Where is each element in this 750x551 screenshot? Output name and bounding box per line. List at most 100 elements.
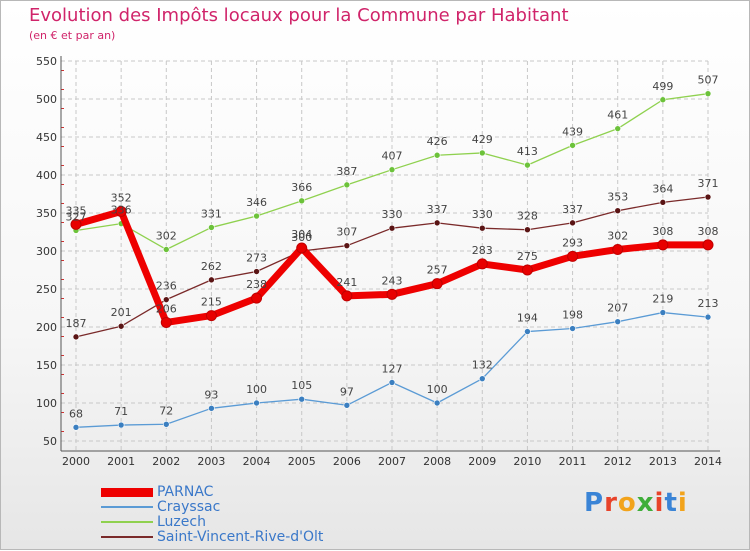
data-point-crayssac — [614, 318, 622, 325]
data-point-luzech — [704, 90, 712, 97]
data-point-luzech — [569, 142, 576, 149]
data-label-parnac: 352 — [111, 191, 132, 204]
x-tick-label: 2011 — [559, 455, 587, 468]
data-point-crayssac — [478, 375, 486, 382]
data-point-saint-vincent-rive-d-olt — [569, 219, 576, 227]
data-point-parnac — [476, 258, 488, 270]
data-label-luzech: 366 — [291, 181, 312, 194]
y-tick-label: 150 — [36, 359, 57, 372]
data-point-saint-vincent-rive-d-olt — [659, 199, 667, 206]
data-label-saint-vincent-rive-d-olt: 300 — [291, 231, 312, 244]
data-point-parnac — [612, 243, 624, 255]
data-label-parnac: 243 — [382, 274, 403, 287]
x-tick-label: 2002 — [152, 455, 180, 468]
data-label-parnac: 215 — [201, 296, 222, 309]
data-point-parnac — [386, 288, 398, 300]
data-point-crayssac — [659, 309, 667, 316]
data-label-luzech: 413 — [517, 145, 538, 158]
data-label-saint-vincent-rive-d-olt: 328 — [517, 210, 538, 223]
legend-swatch-luzech — [101, 521, 153, 523]
x-tick-label: 2001 — [107, 455, 135, 468]
data-point-luzech — [659, 96, 667, 104]
data-point-parnac — [251, 292, 263, 304]
legend-label-luzech: Luzech — [157, 514, 206, 530]
legend-label-saint-vincent: Saint-Vincent-Rive-d'Olt — [157, 529, 324, 545]
legend-label-crayssac: Crayssac — [157, 499, 221, 515]
data-label-crayssac: 207 — [607, 302, 628, 315]
data-point-crayssac — [253, 399, 260, 407]
data-label-parnac: 241 — [336, 276, 357, 289]
y-tick-label: 100 — [36, 397, 57, 410]
data-label-saint-vincent-rive-d-olt: 262 — [201, 260, 222, 273]
data-point-crayssac — [388, 379, 396, 386]
data-label-luzech: 407 — [382, 150, 403, 163]
data-point-luzech — [253, 212, 260, 220]
x-tick-label: 2004 — [243, 455, 271, 468]
data-point-saint-vincent-rive-d-olt — [524, 226, 531, 234]
data-point-saint-vincent-rive-d-olt — [614, 207, 622, 215]
data-label-saint-vincent-rive-d-olt: 371 — [698, 177, 719, 190]
data-label-crayssac: 132 — [472, 359, 493, 372]
legend-swatch-crayssac — [101, 506, 153, 508]
data-label-luzech: 429 — [472, 133, 493, 146]
data-point-crayssac — [343, 401, 351, 409]
data-label-saint-vincent-rive-d-olt: 330 — [382, 208, 403, 221]
data-label-saint-vincent-rive-d-olt: 273 — [246, 252, 267, 265]
data-point-parnac — [341, 290, 353, 302]
data-point-crayssac — [117, 421, 125, 429]
data-label-crayssac: 198 — [562, 309, 583, 322]
data-point-parnac — [296, 242, 308, 254]
data-label-luzech: 302 — [156, 229, 177, 242]
data-label-parnac: 308 — [698, 225, 719, 238]
data-point-luzech — [388, 166, 396, 173]
logo-letter: o — [617, 488, 637, 518]
data-point-luzech — [478, 149, 486, 157]
data-point-parnac — [431, 278, 443, 290]
data-point-parnac — [70, 218, 82, 230]
x-tick-label: 2007 — [378, 455, 406, 468]
data-label-crayssac: 71 — [114, 405, 128, 418]
data-point-saint-vincent-rive-d-olt — [253, 268, 260, 275]
data-label-crayssac: 100 — [246, 383, 267, 396]
logo-letter: P — [584, 488, 605, 518]
data-point-saint-vincent-rive-d-olt — [478, 224, 486, 232]
data-point-saint-vincent-rive-d-olt — [343, 242, 351, 249]
data-label-saint-vincent-rive-d-olt: 307 — [336, 226, 357, 239]
data-point-crayssac — [524, 328, 531, 335]
data-point-saint-vincent-rive-d-olt — [208, 276, 215, 284]
data-point-crayssac — [704, 313, 712, 321]
data-point-saint-vincent-rive-d-olt — [433, 219, 441, 227]
logo-letter: i — [677, 488, 688, 518]
legend-swatch-parnac — [101, 488, 153, 497]
logo-letter: i — [654, 488, 665, 518]
data-label-crayssac: 100 — [427, 383, 448, 396]
proxiti-logo[interactable]: Proxiti — [584, 488, 688, 518]
data-label-parnac: 308 — [652, 225, 673, 238]
data-point-luzech — [343, 181, 351, 189]
data-label-crayssac: 72 — [159, 404, 173, 417]
data-point-parnac — [567, 250, 579, 262]
data-label-crayssac: 194 — [517, 312, 538, 325]
data-label-crayssac: 105 — [291, 379, 312, 392]
data-label-saint-vincent-rive-d-olt: 236 — [156, 280, 177, 293]
data-label-parnac: 257 — [427, 264, 448, 277]
data-label-luzech: 461 — [607, 109, 628, 122]
data-point-luzech — [614, 125, 622, 132]
data-label-parnac: 304 — [291, 228, 312, 241]
x-tick-label: 2009 — [468, 455, 496, 468]
data-label-saint-vincent-rive-d-olt: 187 — [66, 317, 87, 330]
data-point-luzech — [433, 151, 441, 159]
data-label-crayssac: 219 — [652, 293, 673, 306]
data-label-luzech: 507 — [698, 74, 719, 87]
data-label-luzech: 336 — [111, 204, 132, 217]
legend-label-parnac: PARNAC — [157, 484, 214, 500]
data-point-luzech — [298, 197, 306, 205]
x-tick-label: 2014 — [694, 455, 722, 468]
data-label-saint-vincent-rive-d-olt: 353 — [607, 191, 628, 204]
data-label-crayssac: 68 — [69, 407, 83, 420]
data-label-luzech: 439 — [562, 125, 583, 138]
x-tick-label: 2013 — [649, 455, 677, 468]
y-tick-label: 200 — [36, 321, 57, 334]
data-point-luzech — [162, 246, 170, 253]
